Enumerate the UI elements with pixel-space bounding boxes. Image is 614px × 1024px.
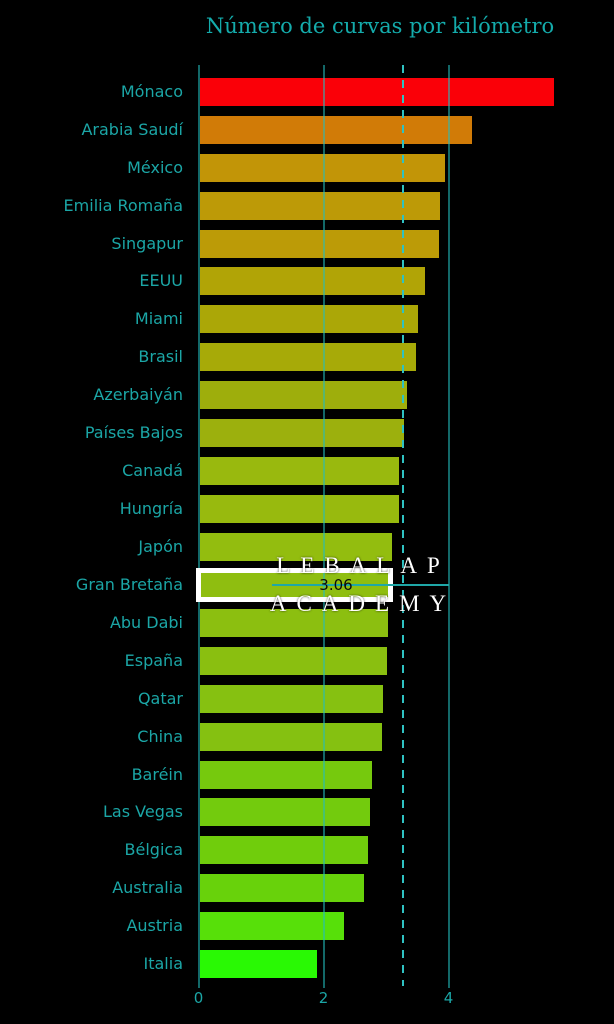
bar [199,608,388,637]
category-label: Las Vegas [103,802,183,822]
bar [199,760,372,789]
bar [199,305,418,334]
bar [199,684,383,713]
category-label: Canadá [122,461,183,481]
category-label: Australia [112,878,183,898]
category-label: Gran Bretaña [75,574,183,594]
watermark: LEBALAP ACADEMY [263,547,463,622]
x-tick-label-4: 4 [443,989,454,1007]
x-tick-label-2: 2 [318,989,329,1007]
watermark-line-2: ACADEMY [269,590,457,616]
bar [199,457,400,486]
gridline-x4 [447,65,450,988]
category-label: Brasil [138,347,183,367]
category-label: Singapur [111,233,183,253]
category-label: China [137,726,183,746]
bar [199,419,405,448]
mean-dashed-line [401,65,405,986]
bar [199,495,399,524]
watermark-line-1: LEBALAP [276,553,450,578]
category-label: Qatar [137,688,183,708]
category-label: Miami [134,309,183,329]
bar [199,836,368,865]
category-label: Arabia Saudí [81,119,183,139]
bar [199,950,318,979]
category-label: Mónaco [120,81,183,101]
bar [199,153,446,182]
bar [199,798,370,827]
category-label: Baréin [131,764,183,784]
bar [199,532,393,561]
bar [199,115,472,144]
category-label: Países Bajos [84,423,183,443]
category-label: Japón [138,536,183,556]
bar [199,229,440,258]
category-label: Emilia Romaña [63,195,183,215]
bar [199,191,441,220]
category-label: Azerbaiyán [93,385,183,405]
category-label: Abu Dabi [109,612,183,632]
category-label: México [127,157,183,177]
gridline-x0 [197,65,200,988]
x-tick-label-0: 0 [193,989,204,1007]
category-label: Austria [126,916,183,936]
bar [199,912,344,941]
bar [199,646,387,675]
bar [199,874,365,903]
bar [199,343,416,372]
bar [199,267,426,296]
bar [199,77,555,106]
gridline-x2 [322,65,325,988]
category-label: Bélgica [124,840,183,860]
category-label: Hungría [119,499,183,519]
category-label: EEUU [139,271,183,291]
bar [199,381,407,410]
bar [199,722,383,751]
annotation-line [272,583,449,587]
chart-title: Número de curvas por kilómetro [205,14,555,38]
category-label: España [124,650,183,670]
category-label: Italia [143,954,184,974]
annotation-value-label: 3.06 [319,575,353,594]
